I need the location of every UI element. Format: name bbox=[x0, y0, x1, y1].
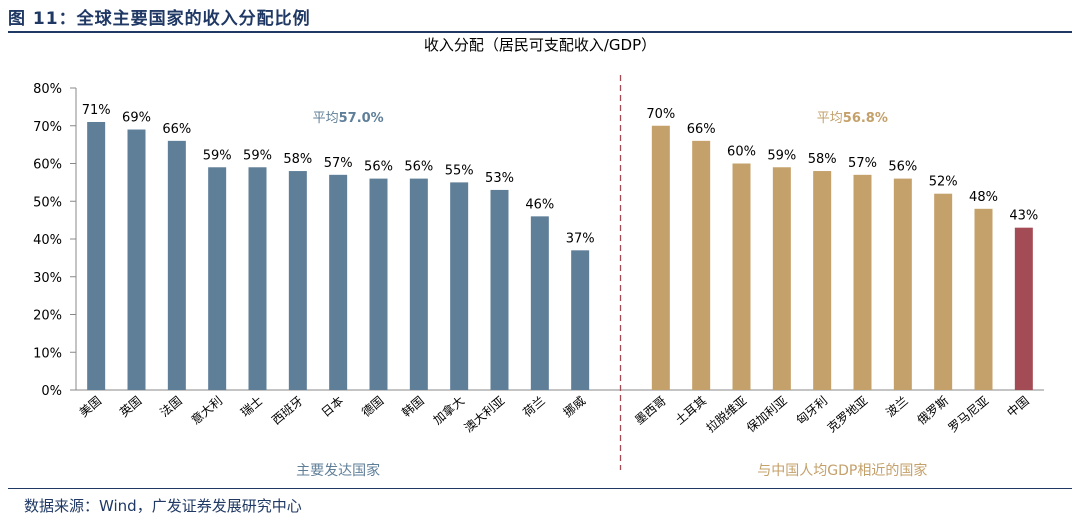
bar-西班牙 bbox=[288, 171, 307, 390]
data-label: 66% bbox=[162, 122, 191, 137]
category-label: 日本 bbox=[319, 394, 346, 420]
data-label: 52% bbox=[929, 175, 958, 190]
data-label: 56% bbox=[888, 160, 917, 175]
category-label: 韩国 bbox=[399, 393, 427, 420]
bar-荷兰 bbox=[530, 216, 549, 390]
category-label: 荷兰 bbox=[520, 394, 547, 420]
category-label: 墨西哥 bbox=[632, 394, 669, 428]
average-label: 平均57.0% bbox=[313, 111, 384, 126]
bar-匈牙利 bbox=[813, 171, 832, 390]
bar-中国 bbox=[1014, 227, 1033, 390]
bar-英国 bbox=[127, 129, 146, 390]
bar-克罗地亚 bbox=[853, 174, 872, 390]
category-label: 克罗地亚 bbox=[825, 394, 871, 436]
bar-法国 bbox=[167, 140, 186, 390]
group-name: 与中国人均GDP相近的国家 bbox=[757, 462, 927, 479]
bar-澳大利亚 bbox=[490, 189, 509, 390]
category-label: 德国 bbox=[358, 393, 386, 420]
y-tick-label: 0% bbox=[41, 384, 62, 399]
bar-墨西哥 bbox=[651, 125, 670, 390]
bar-保加利亚 bbox=[772, 167, 791, 390]
category-label: 意大利 bbox=[188, 393, 225, 428]
data-label: 70% bbox=[646, 107, 675, 122]
category-label: 罗马尼亚 bbox=[946, 394, 992, 436]
bar-意大利 bbox=[208, 167, 227, 390]
category-label: 美国 bbox=[77, 394, 104, 420]
y-tick-label: 40% bbox=[33, 233, 62, 248]
data-label: 43% bbox=[1009, 209, 1038, 224]
category-label: 土耳其 bbox=[673, 394, 710, 428]
average-value: 56.8% bbox=[843, 111, 888, 126]
figure-title: 图 11：全球主要国家的收入分配比例 bbox=[8, 9, 311, 29]
category-label: 保加利亚 bbox=[744, 394, 790, 436]
bar-德国 bbox=[369, 178, 388, 390]
source-rule bbox=[8, 488, 1072, 489]
bar-美国 bbox=[87, 121, 106, 390]
y-tick-label: 70% bbox=[33, 120, 62, 135]
chart-title: 收入分配（居民可支配收入/GDP） bbox=[424, 36, 656, 54]
bar-土耳其 bbox=[692, 140, 711, 390]
data-label: 69% bbox=[122, 111, 151, 126]
data-label: 56% bbox=[364, 160, 393, 175]
bars bbox=[87, 121, 1033, 390]
bar-拉脱维亚 bbox=[732, 163, 751, 390]
data-label: 58% bbox=[808, 152, 837, 167]
bar-挪威 bbox=[571, 250, 590, 390]
bar-日本 bbox=[329, 174, 348, 390]
data-label: 71% bbox=[82, 103, 111, 118]
bar-罗马尼亚 bbox=[974, 208, 993, 390]
average-prefix: 平均 bbox=[817, 111, 843, 126]
category-label: 英国 bbox=[117, 394, 144, 420]
average-value: 57.0% bbox=[339, 111, 384, 126]
data-label: 59% bbox=[203, 148, 232, 163]
category-label: 加拿大 bbox=[430, 393, 467, 428]
y-tick-label: 30% bbox=[33, 271, 62, 286]
source-note: 数据来源：Wind，广发证券发展研究中心 bbox=[24, 497, 302, 515]
average-prefix: 平均 bbox=[313, 111, 339, 126]
bar-波兰 bbox=[893, 178, 912, 390]
category-label: 澳大利亚 bbox=[462, 394, 508, 436]
y-tick-label: 20% bbox=[33, 309, 62, 324]
bar-俄罗斯 bbox=[934, 193, 953, 390]
data-label: 46% bbox=[525, 197, 554, 212]
data-label: 58% bbox=[283, 152, 312, 167]
category-label: 法国 bbox=[157, 394, 184, 420]
category-label: 俄罗斯 bbox=[915, 394, 952, 428]
bar-加拿大 bbox=[450, 182, 469, 390]
data-label: 57% bbox=[324, 156, 353, 171]
y-axis: 0% 10% 20% 30% 40% 50% 60% 70% 80% bbox=[33, 82, 1044, 399]
group-name: 主要发达国家 bbox=[296, 462, 380, 479]
data-label: 59% bbox=[767, 148, 796, 163]
bar-韩国 bbox=[409, 178, 428, 390]
category-label: 西班牙 bbox=[269, 394, 306, 428]
data-label: 57% bbox=[848, 156, 877, 171]
category-label: 瑞士 bbox=[238, 394, 265, 420]
title-rule bbox=[8, 31, 1072, 33]
data-label: 55% bbox=[445, 163, 474, 178]
income-distribution-chart: 收入分配（居民可支配收入/GDP） 0% 10% 20% 30% 40% 50% 60% 70… bbox=[33, 36, 1044, 479]
data-label: 59% bbox=[243, 148, 272, 163]
data-label: 56% bbox=[404, 160, 433, 175]
category-label: 挪威 bbox=[561, 394, 588, 420]
data-label: 60% bbox=[727, 145, 756, 160]
y-tick-label: 60% bbox=[33, 158, 62, 173]
data-label: 66% bbox=[687, 122, 716, 137]
bar-瑞士 bbox=[248, 167, 267, 390]
data-label: 37% bbox=[566, 231, 595, 246]
data-labels: 71% 69% 66% 59% 59% 58% 57% 56% 56% 55% 53% 46% 37% 7… bbox=[82, 103, 1039, 246]
y-tick-label: 50% bbox=[33, 195, 62, 210]
category-label: 中国 bbox=[1004, 393, 1032, 420]
category-label: 匈牙利 bbox=[794, 394, 831, 428]
category-label: 波兰 bbox=[883, 394, 910, 420]
data-label: 53% bbox=[485, 171, 514, 186]
category-label: 拉脱维亚 bbox=[703, 393, 749, 435]
data-label: 48% bbox=[969, 190, 998, 205]
y-tick-label: 10% bbox=[33, 346, 62, 361]
y-tick-label: 80% bbox=[33, 82, 62, 97]
average-label: 平均56.8% bbox=[817, 111, 888, 126]
